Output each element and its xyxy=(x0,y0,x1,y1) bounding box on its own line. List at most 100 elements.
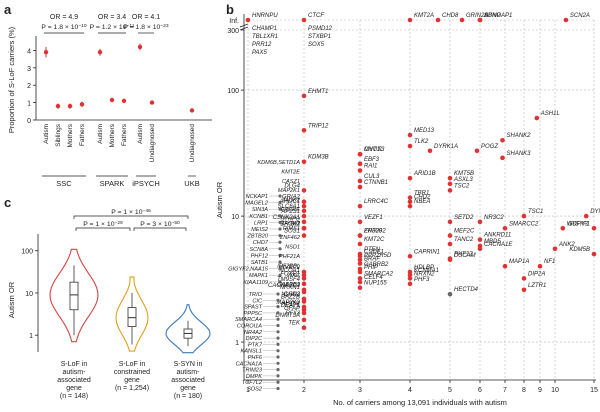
panel-b-gene-label: KIAA1109 xyxy=(243,280,268,286)
panel-b-point xyxy=(276,361,280,365)
panel-b-point xyxy=(276,298,280,302)
panel-b-y-tick-label: 10 xyxy=(231,214,239,221)
panel-b-gene-label: PRR12 xyxy=(252,42,272,48)
panel-b-gene-label: CAPRIN1 xyxy=(414,249,440,255)
panel-b-gene-label: ANKRD11 xyxy=(483,233,511,239)
panel-b-x-tick-label: 6 xyxy=(478,387,482,394)
panel-b-point xyxy=(278,194,282,198)
panel-c-violin xyxy=(165,304,211,354)
panel-b-gene-label: CSDE1 xyxy=(364,249,384,255)
panel-c-category-label: associated xyxy=(171,377,205,384)
panel-b-point xyxy=(477,17,483,23)
panel-b-gene-label: KCNB1 xyxy=(249,214,268,220)
panel-b-gene-label: CACNA1A xyxy=(236,361,263,367)
panel-c-category-n: (n = 148) xyxy=(60,393,88,400)
panel-b-gene-label: TRIM23 xyxy=(242,368,263,374)
panel-a-point xyxy=(189,108,195,113)
panel-b-point xyxy=(447,188,453,193)
panel-b-gene-label: DNMT3A xyxy=(275,313,300,319)
panel-b-point xyxy=(447,181,453,187)
panel-b-gene-label: PHF12 xyxy=(251,253,269,259)
panel-a-category-label: Fathers xyxy=(121,123,128,146)
panel-b-point xyxy=(301,213,307,219)
panel-b-point xyxy=(591,251,597,257)
panel-a-odds-ratio: OR = 4.1 xyxy=(132,14,160,21)
panel-a-cohort-label: SPARK xyxy=(100,179,125,188)
panel-a-y-tick-label: 0 xyxy=(27,118,31,125)
panel-a-point xyxy=(121,98,127,104)
panel-b-gene-label: GIGYF1 xyxy=(568,221,590,227)
panel-a-point xyxy=(149,100,155,105)
panel-b-gene-label: MAP2K1 xyxy=(278,188,300,194)
panel-b-point xyxy=(276,323,280,328)
panel-c-category-label: gene xyxy=(66,385,82,392)
panel-b-x-tick-label: 2 xyxy=(302,387,306,394)
panel-b-point xyxy=(407,253,413,259)
panel-b-gene-label: SMARCC2 xyxy=(509,221,539,227)
panel-b-axis-break xyxy=(239,23,249,28)
panel-b-gene-label: RFX3 xyxy=(286,310,301,316)
panel-b-point xyxy=(276,342,280,346)
panel-c-category-label: autism- xyxy=(63,369,87,376)
panel-b-gene-label: PSMD12 xyxy=(308,26,333,32)
panel-b-inf-label: Inf. xyxy=(229,18,239,25)
panel-b-gene-label: MAGEL2 xyxy=(245,201,269,207)
panel-c-violin xyxy=(115,276,149,352)
panel-b-gene-label: ZNF462 xyxy=(279,235,301,241)
panel-b-point xyxy=(276,292,280,296)
panel-b-gene-label: DLG4 xyxy=(284,183,300,189)
panel-b-gene-label: ZBTB20 xyxy=(246,234,268,240)
panel-b-gene-label: HDLBP xyxy=(414,265,434,271)
panel-b-gene-label: WAC xyxy=(287,273,301,279)
panel-c-category-label: constrained xyxy=(114,369,150,376)
panel-b-gene-label: NCOA1 xyxy=(279,268,300,274)
panel-b-gene-label: CHD7 xyxy=(253,240,269,246)
panel-b-gene-label: SETD2 xyxy=(454,215,474,221)
panel-b-gene-label: KMT2C xyxy=(364,237,385,243)
panel-b-x-tick-label: 7 xyxy=(503,387,507,394)
panel-b-point xyxy=(447,175,453,181)
panel-b-gene-label: NRXN1 xyxy=(280,285,300,291)
panel-c-category-label: S-LoF in xyxy=(119,361,146,368)
panel-b-point xyxy=(357,151,363,157)
panel-b-gene-label: CTCF xyxy=(308,13,324,19)
panel-b-gene-label: PHF6 xyxy=(248,355,263,361)
panel-b-point xyxy=(301,188,307,193)
panel-a-y-tick-label: 3 xyxy=(27,66,31,73)
panel-b-x-tick-label: 1 xyxy=(246,387,250,394)
panel-b-point xyxy=(357,261,363,266)
panel-a-category-label: Autism xyxy=(137,124,144,144)
panel-b-point xyxy=(357,184,363,190)
panel-b-gene-label: GABRB3 xyxy=(277,282,301,288)
panel-b-point xyxy=(583,213,589,219)
panel-b-gene-label: MYT1L xyxy=(364,147,383,153)
panel-b-point xyxy=(521,287,527,293)
panel-b-point xyxy=(447,256,453,261)
panel-b-point xyxy=(357,161,363,167)
panel-b-y-tick-label: 300 xyxy=(227,28,239,35)
panel-c-y-tick-label: 100 xyxy=(21,249,33,256)
panel-c-category-label: associated xyxy=(57,377,91,384)
panel-c-category-label: gene xyxy=(124,377,140,384)
panel-b-point xyxy=(278,273,282,277)
panel-b-gene-label: BRAF xyxy=(364,257,380,263)
panel-b-x-tick-label: 5 xyxy=(448,387,452,394)
panel-b-point xyxy=(459,17,465,23)
panel-a-y-label: Proportion of S-LoF carriers (%) xyxy=(7,26,16,133)
panel-b-gene-label: SMARCA2 xyxy=(364,271,394,277)
panel-b-point xyxy=(357,233,363,238)
panel-b-gene-label: CHAMP1 xyxy=(252,26,277,32)
panel-b-point xyxy=(407,143,413,149)
panel-b-gene-label: MBD5 xyxy=(484,239,501,245)
panel-b-point xyxy=(407,195,413,200)
panel-a-category-label: Autism xyxy=(97,124,104,144)
panel-b-gene-label: HIVEP2 xyxy=(279,265,301,271)
panel-c-box xyxy=(69,281,79,311)
panel-b-gene-label: BRSK2 xyxy=(280,221,300,227)
panel-b-gene-label: DIP2C xyxy=(246,336,263,342)
panel-b-point xyxy=(278,280,282,284)
panel-b-gene-label: NBEA xyxy=(414,199,430,205)
panel-b-gene-label: NR4A2 xyxy=(244,330,263,336)
